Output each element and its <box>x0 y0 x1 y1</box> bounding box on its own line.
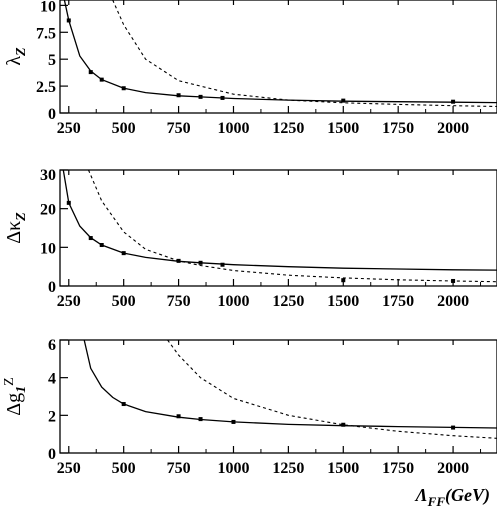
y-tick-label: 10 <box>40 0 56 15</box>
data-point <box>66 18 71 23</box>
y-tick-label: 4 <box>48 371 56 388</box>
data-point <box>231 419 236 424</box>
x-tick-label: 500 <box>112 460 136 477</box>
data-point <box>451 278 456 283</box>
x-tick-label: 1500 <box>327 293 359 310</box>
y-tick-label: 20 <box>40 202 56 219</box>
delta-g1z-panel: 250 500 750 1000 1250 1500 1750 2000 0 2 4 6 Δg1Z <box>2 337 497 477</box>
y-tick-label: 30 <box>40 167 56 184</box>
dashed-curve <box>112 0 497 108</box>
x-tick-label: 1000 <box>217 460 249 477</box>
solid-curve <box>62 170 497 271</box>
data-point <box>121 86 126 91</box>
x-tick-label: 500 <box>112 120 136 137</box>
data-point <box>198 94 203 99</box>
y-tick-label: 0 <box>48 446 56 463</box>
data-point <box>198 417 203 422</box>
x-tick-label: 1750 <box>382 293 414 310</box>
y-tick-label: 0 <box>48 106 56 123</box>
x-tick-label: 500 <box>112 293 136 310</box>
x-tick-label: 250 <box>57 460 81 477</box>
x-tick-label: 250 <box>57 293 81 310</box>
data-point <box>176 414 181 419</box>
data-point <box>451 99 456 104</box>
delta-kappa-z-panel: 250 500 750 1000 1250 1500 1750 2000 0 10 20 30 ΔκZ <box>3 167 497 310</box>
x-tick-label: 1000 <box>217 293 249 310</box>
x-tick-label: 750 <box>167 293 191 310</box>
y-tick-label: 10 <box>40 240 56 257</box>
solid-curve <box>63 0 497 104</box>
data-point <box>176 258 181 263</box>
x-tick-label: 1750 <box>382 460 414 477</box>
plot-frame <box>59 0 497 114</box>
y-axis-title: ΔκZ <box>3 212 29 244</box>
y-tick-label: 5 <box>48 52 56 69</box>
y-tick-label: 2.5 <box>36 79 56 96</box>
data-point <box>220 262 225 267</box>
x-tick-label: 2000 <box>437 293 469 310</box>
dashed-curve <box>87 170 497 283</box>
data-point <box>66 200 71 205</box>
x-tick-label: 1250 <box>272 293 304 310</box>
data-point <box>220 95 225 100</box>
y-tick-label: 0 <box>48 279 56 296</box>
x-tick-label: 1750 <box>382 120 414 137</box>
x-tick-label: 750 <box>167 120 191 137</box>
data-point <box>451 425 456 430</box>
data-point <box>99 243 104 248</box>
x-axis-title: ΛFF(GeV) <box>414 485 490 509</box>
data-point <box>341 422 346 427</box>
x-tick-label: 250 <box>57 120 81 137</box>
y-tick-label: 6 <box>48 337 56 354</box>
y-tick-label: 7.5 <box>36 25 56 42</box>
data-point <box>121 251 126 256</box>
data-point <box>88 70 93 75</box>
y-axis-title: λZ <box>3 47 29 66</box>
lambda-z-panel: 250 500 750 1000 1250 1500 1750 2000 0 2.5 5 7.5 10 λ… <box>3 0 497 137</box>
data-point <box>198 260 203 265</box>
dashed-curve <box>167 340 497 439</box>
solid-curve <box>83 340 497 429</box>
y-tick-label: 2 <box>48 408 56 425</box>
x-tick-label: 1500 <box>327 460 359 477</box>
x-tick-label: 1250 <box>272 460 304 477</box>
data-point <box>341 98 346 103</box>
data-point <box>99 77 104 82</box>
x-tick-label: 1250 <box>272 120 304 137</box>
x-tick-label: 1500 <box>327 120 359 137</box>
x-tick-label: 1000 <box>217 120 249 137</box>
data-point <box>176 93 181 98</box>
data-point <box>121 402 126 407</box>
x-tick-label: 2000 <box>437 120 469 137</box>
x-tick-label: 750 <box>167 460 191 477</box>
plot-frame <box>59 169 497 287</box>
x-tick-label: 2000 <box>437 460 469 477</box>
data-point <box>88 236 93 241</box>
plot-frame <box>59 339 497 454</box>
y-axis-title: Δg1Z <box>2 377 29 415</box>
data-point <box>341 278 346 283</box>
